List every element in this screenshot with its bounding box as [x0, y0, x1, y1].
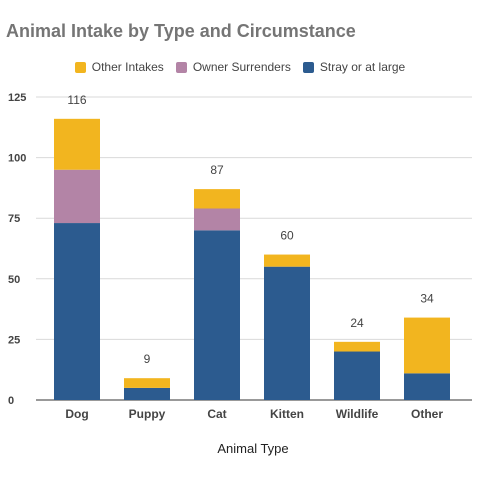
legend-label: Owner Surrenders [192, 60, 291, 74]
bar-segment [124, 378, 170, 388]
bar-segment [124, 387, 170, 400]
bar-segment [54, 223, 100, 400]
legend-swatch [74, 61, 86, 73]
total-label: 116 [67, 93, 86, 107]
y-tick-label: 0 [8, 395, 14, 407]
total-label: 34 [420, 292, 434, 306]
x-tick-label: Cat [207, 407, 226, 421]
x-axis-title: Animal Type [217, 441, 288, 456]
legend-item: Other Intakes [74, 60, 164, 74]
total-label: 87 [210, 163, 224, 177]
y-tick-label: 25 [8, 334, 20, 346]
bar-segment [404, 373, 450, 400]
bar-segment [54, 169, 100, 224]
x-tick-label: Puppy [129, 407, 166, 421]
chart-title: Animal Intake by Type and Circumstance [6, 21, 356, 41]
bar-segment [54, 118, 100, 170]
legend-label: Other Intakes [91, 60, 164, 74]
x-tick-label: Other [411, 407, 443, 421]
legend-label: Stray or at large [319, 60, 406, 74]
legend-swatch [302, 61, 314, 73]
bar-segment [334, 351, 380, 400]
legend-swatch [175, 61, 187, 73]
bar-segment [264, 254, 310, 267]
legend: Other Intakes Owner Surrenders Stray or at… [0, 60, 480, 74]
bar-segment [264, 266, 310, 400]
total-label: 60 [280, 229, 294, 243]
x-tick-label: Wildlife [336, 407, 379, 421]
total-label: 9 [144, 352, 151, 366]
x-tick-label: Kitten [270, 407, 304, 421]
y-tick-label: 100 [8, 153, 26, 165]
legend-item: Stray or at large [302, 60, 406, 74]
y-tick-label: 50 [8, 274, 20, 286]
total-label: 24 [350, 316, 364, 330]
bar-segment [334, 341, 380, 352]
y-tick-label: 125 [8, 92, 26, 104]
y-tick-label: 75 [8, 213, 20, 225]
bar-segment [404, 317, 450, 374]
bar-segment [194, 208, 240, 231]
bar-segment [194, 230, 240, 400]
x-tick-label: Dog [65, 407, 88, 421]
legend-item: Owner Surrenders [175, 60, 291, 74]
bar-segment [194, 189, 240, 209]
